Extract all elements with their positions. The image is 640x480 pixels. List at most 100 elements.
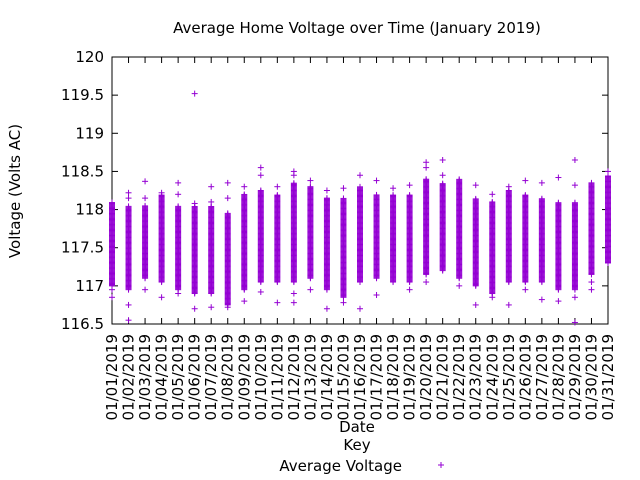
x-tick-label: 01/31/2019	[599, 334, 617, 420]
legend-entry-label: Average Voltage	[279, 457, 402, 475]
data-point	[290, 180, 297, 187]
y-tick-label: 116.5	[61, 315, 104, 333]
x-tick-label: 01/14/2019	[318, 334, 336, 420]
data-point-outlier	[456, 282, 463, 289]
x-tick-label: 01/24/2019	[483, 334, 501, 420]
data-point	[406, 192, 413, 199]
data-point	[538, 195, 545, 202]
data-point	[357, 183, 363, 190]
data-point-outlier	[191, 305, 198, 312]
data-point-outlier	[505, 301, 512, 308]
data-point-outlier	[571, 319, 578, 326]
data-point-outlier	[538, 296, 545, 303]
data-point-outlier	[588, 279, 595, 286]
data-point-outlier	[489, 191, 496, 198]
data-point-outlier	[175, 290, 182, 297]
data-point-outlier	[406, 182, 413, 189]
data-point-outlier	[109, 244, 115, 251]
data-point-outlier	[571, 294, 578, 301]
data-point-outlier	[605, 256, 611, 263]
data-point-outlier	[257, 172, 264, 179]
data-point-outlier	[406, 286, 413, 293]
data-point-outlier	[274, 183, 281, 190]
x-tick-label: 01/02/2019	[120, 334, 138, 420]
data-point-outlier	[125, 195, 132, 202]
x-tick-label: 01/06/2019	[186, 334, 204, 420]
data-point-outlier	[224, 195, 231, 202]
data-point-outlier	[373, 292, 380, 299]
data-point-outlier	[290, 290, 297, 297]
data-point-outlier	[208, 183, 215, 190]
data-point	[323, 195, 330, 202]
data-point-outlier	[175, 179, 182, 186]
x-tick-label: 01/26/2019	[516, 334, 534, 420]
data-point	[456, 176, 463, 183]
data-point-outlier	[555, 174, 562, 181]
data-point	[555, 199, 562, 206]
data-point	[109, 199, 115, 206]
x-tick-label: 01/27/2019	[533, 334, 551, 420]
data-point-outlier	[373, 177, 380, 184]
data-point-outlier	[555, 298, 562, 305]
y-tick-label: 119.5	[61, 86, 104, 104]
x-tick-label: 01/05/2019	[169, 334, 187, 420]
data-point-outlier	[472, 301, 479, 308]
x-tick-label: 01/28/2019	[549, 334, 567, 420]
data-point	[224, 210, 231, 217]
data-point-outlier	[125, 317, 132, 324]
data-point-outlier	[224, 179, 231, 186]
data-point-outlier	[191, 200, 198, 207]
data-point-outlier	[323, 187, 330, 194]
data-point-outlier	[224, 304, 231, 311]
data-point-outlier	[241, 298, 248, 305]
data-point-outlier	[158, 189, 165, 196]
data-point-outlier	[439, 172, 446, 179]
data-point-outlier	[340, 299, 347, 306]
data-point-outlier	[571, 156, 578, 163]
data-point-outlier	[109, 210, 115, 217]
data-point-outlier	[257, 288, 264, 295]
y-tick-label: 120	[75, 48, 104, 66]
data-point-outlier	[208, 304, 215, 311]
x-tick-label: 01/21/2019	[434, 334, 452, 420]
y-axis: 116.5 117 117.5 118 118.5 119 119.5 120	[61, 48, 608, 333]
data-point-outlier	[323, 305, 330, 312]
data-point	[373, 191, 380, 198]
x-tick-label: 01/09/2019	[235, 334, 253, 420]
data-point-outlier	[357, 172, 363, 179]
data-point	[423, 176, 430, 183]
x-tick-label: 01/19/2019	[401, 334, 419, 420]
x-axis: 01/01/201901/02/201901/03/201901/04/2019…	[103, 57, 617, 420]
data-point	[125, 203, 132, 210]
x-tick-label: 01/20/2019	[417, 334, 435, 420]
data-point-outlier	[472, 182, 479, 189]
data-point	[175, 203, 182, 210]
data-point	[390, 192, 397, 199]
data-point-outlier	[125, 301, 132, 308]
x-tick-label: 01/23/2019	[467, 334, 485, 420]
data-point-outlier	[505, 183, 512, 190]
x-tick-label: 01/10/2019	[252, 334, 270, 420]
data-point-outlier	[571, 182, 578, 189]
data-point-outlier	[175, 191, 182, 198]
data-point-outlier	[274, 299, 281, 306]
x-tick-label: 01/15/2019	[334, 334, 352, 420]
data-point	[257, 187, 264, 194]
y-tick-label: 118	[75, 201, 104, 219]
data-point-outlier	[390, 185, 397, 192]
data-point-outlier	[125, 189, 132, 196]
data-point	[340, 195, 347, 202]
data-point	[241, 191, 248, 198]
data-point-outlier	[142, 178, 149, 185]
x-tick-label: 01/12/2019	[285, 334, 303, 420]
data-point-outlier	[142, 195, 149, 202]
data-point-outlier	[142, 286, 149, 293]
data-point-outlier	[522, 177, 529, 184]
chart-title: Average Home Voltage over Time (January …	[173, 19, 541, 37]
data-point-outlier	[357, 305, 363, 312]
data-point	[307, 183, 314, 190]
y-tick-label: 118.5	[61, 162, 104, 180]
data-point-outlier	[489, 294, 496, 301]
x-tick-label: 01/11/2019	[268, 334, 286, 420]
